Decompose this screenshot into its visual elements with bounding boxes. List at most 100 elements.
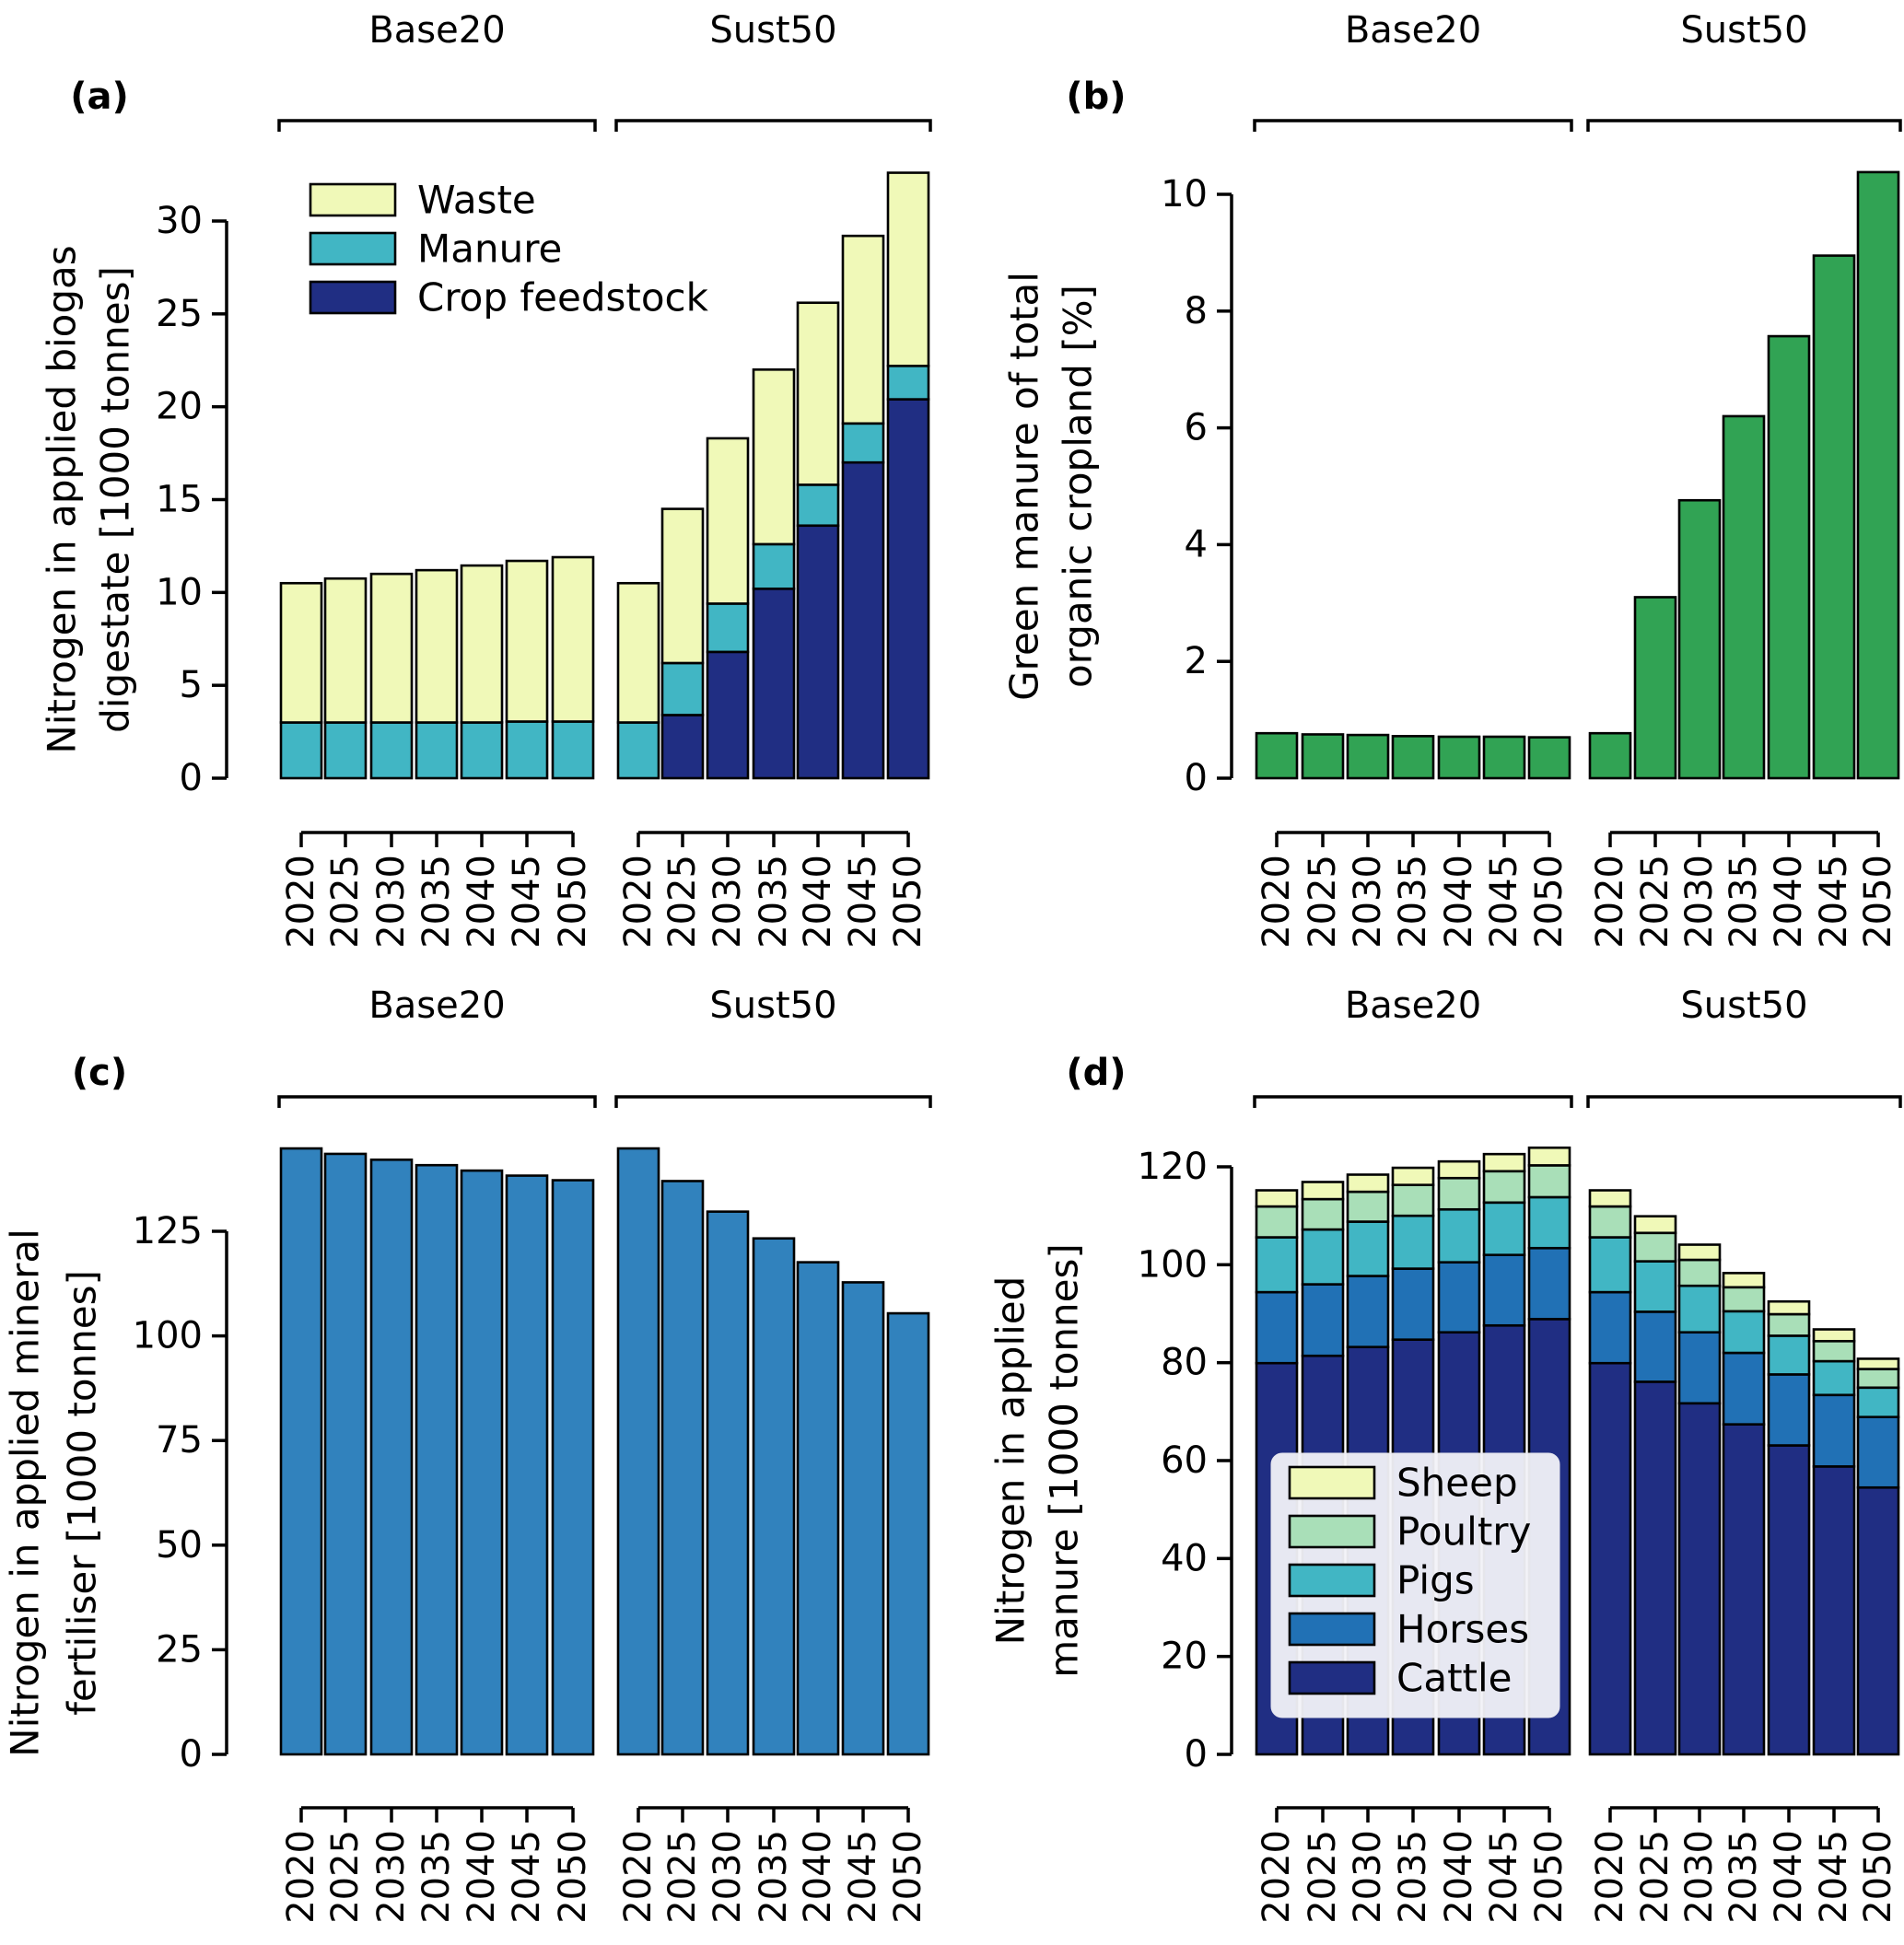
x-tick-label: 2045 — [1483, 1830, 1525, 1924]
bar-poultry — [1677, 1258, 1722, 1287]
bar-poultry — [1588, 1205, 1632, 1239]
bar-poultry — [1527, 1164, 1571, 1199]
y-tick-label: 80 — [1161, 1342, 1208, 1384]
group-label: Sust50 — [709, 984, 836, 1027]
group-bracket-top — [614, 1095, 932, 1108]
group-bracket-top — [277, 1095, 597, 1108]
bar-green-manure-share — [1527, 736, 1571, 780]
bar-green-manure-share — [1633, 596, 1677, 780]
bar-green-manure-share — [1301, 733, 1345, 780]
legend-swatch — [1288, 1612, 1376, 1647]
bar-cattle — [1677, 1402, 1722, 1756]
y-tick-label: 120 — [1138, 1146, 1208, 1188]
y-tick-label: 100 — [133, 1315, 203, 1357]
bar-mineral-fertiliser-n — [415, 1163, 459, 1756]
bar-poultry — [1391, 1183, 1435, 1217]
bar-horses — [1856, 1415, 1900, 1489]
bar-sheep — [1767, 1299, 1811, 1316]
bar-waste — [796, 301, 840, 486]
x-tick-label: 2025 — [661, 1830, 704, 1924]
bar-poultry — [1255, 1205, 1299, 1239]
legend-label: Sheep — [1396, 1461, 1518, 1506]
legend-swatch — [1288, 1465, 1376, 1500]
x-tick-label: 2020 — [1589, 855, 1631, 949]
bar-sheep — [1527, 1146, 1571, 1167]
x-tick-label: 2035 — [1723, 855, 1765, 949]
bar-waste — [660, 507, 705, 665]
bar-mineral-fertiliser-n — [752, 1237, 796, 1756]
bar-mineral-fertiliser-n — [706, 1210, 750, 1756]
y-tick-label: 125 — [133, 1210, 203, 1252]
x-tick-label: 2030 — [1347, 1830, 1389, 1924]
bar-mineral-fertiliser-n — [323, 1152, 368, 1756]
x-tick-label: 2040 — [797, 1830, 839, 1924]
legend-label: Cattle — [1396, 1656, 1513, 1701]
x-tick-label: 2020 — [1256, 1830, 1298, 1924]
panel-b: (b) Green manure of total organic cropland… — [1002, 9, 1902, 949]
bar-green-manure-share — [1767, 334, 1811, 780]
x-tick-label: 2020 — [1256, 855, 1298, 949]
x-tick-label: 2030 — [370, 855, 413, 949]
y-tick-label: 0 — [180, 1733, 203, 1776]
bar-cattle — [1588, 1361, 1632, 1756]
bar-pigs — [1527, 1195, 1571, 1250]
bar-cattle — [1856, 1485, 1900, 1756]
bar-pigs — [1255, 1236, 1299, 1294]
y-tick-label: 20 — [156, 386, 203, 428]
group-label: Base20 — [368, 984, 505, 1027]
bar-poultry — [1482, 1170, 1526, 1205]
x-tick-label: 2025 — [324, 1830, 367, 1924]
y-tick-label: 0 — [180, 757, 203, 799]
x-tick-label: 2045 — [842, 1830, 884, 1924]
legend-swatch — [1288, 1563, 1376, 1598]
bar-mineral-fertiliser-n — [886, 1311, 930, 1756]
legend-swatch — [309, 231, 397, 266]
bar-poultry — [1722, 1286, 1766, 1313]
y-axis-title-line: fertiliser [1000 tonnes] — [60, 1270, 105, 1716]
bar-sheep — [1255, 1189, 1299, 1208]
bar-manure — [323, 721, 368, 780]
y-axis-title-line: digestate [1000 tonnes] — [93, 266, 138, 733]
bar-poultry — [1346, 1190, 1390, 1223]
bar-manure — [841, 422, 885, 464]
bar-mineral-fertiliser-n — [660, 1180, 705, 1756]
legend-label: Waste — [417, 178, 536, 223]
bar-mineral-fertiliser-n — [460, 1169, 504, 1756]
bar-sheep — [1812, 1328, 1856, 1343]
x-tick-label: 2050 — [887, 855, 929, 949]
group-bracket-top — [277, 119, 597, 132]
panel-a: (a) Nitrogen in applied biogas digestate [… — [40, 9, 932, 949]
y-tick-label: 75 — [156, 1419, 203, 1462]
y-tick-label: 15 — [156, 479, 203, 521]
y-tick-label: 0 — [1185, 1733, 1208, 1776]
x-tick-label: 2020 — [280, 1830, 322, 1924]
x-tick-label: 2030 — [707, 1830, 749, 1924]
x-tick-label: 2050 — [1857, 855, 1899, 949]
x-tick-label: 2050 — [552, 1830, 594, 1924]
y-tick-label: 30 — [156, 200, 203, 242]
y-tick-label: 6 — [1185, 407, 1208, 449]
bar-manure — [886, 364, 930, 401]
y-tick-label: 60 — [1161, 1439, 1208, 1482]
bar-waste — [886, 171, 930, 367]
x-tick-label: 2025 — [1302, 1830, 1344, 1924]
bar-pigs — [1812, 1359, 1856, 1397]
bar-sheep — [1588, 1189, 1632, 1208]
bar-mineral-fertiliser-n — [796, 1261, 840, 1756]
bar-green-manure-share — [1856, 170, 1900, 780]
bar-waste — [369, 572, 414, 724]
bar-waste — [323, 577, 368, 724]
group-bracket-top — [1586, 1095, 1902, 1108]
bar-horses — [1527, 1246, 1571, 1321]
y-axis-title-line: Nitrogen in applied — [988, 1276, 1034, 1646]
bar-waste — [706, 437, 750, 605]
group-bracket-top — [614, 119, 932, 132]
bar-green-manure-share — [1346, 733, 1390, 780]
bar-manure — [279, 721, 323, 780]
bar-pigs — [1633, 1260, 1677, 1313]
x-tick-label: 2035 — [1723, 1830, 1765, 1924]
bar-pigs — [1588, 1236, 1632, 1294]
x-tick-label: 2045 — [842, 855, 884, 949]
bar-manure — [415, 721, 459, 780]
group-label: Sust50 — [1680, 9, 1807, 52]
